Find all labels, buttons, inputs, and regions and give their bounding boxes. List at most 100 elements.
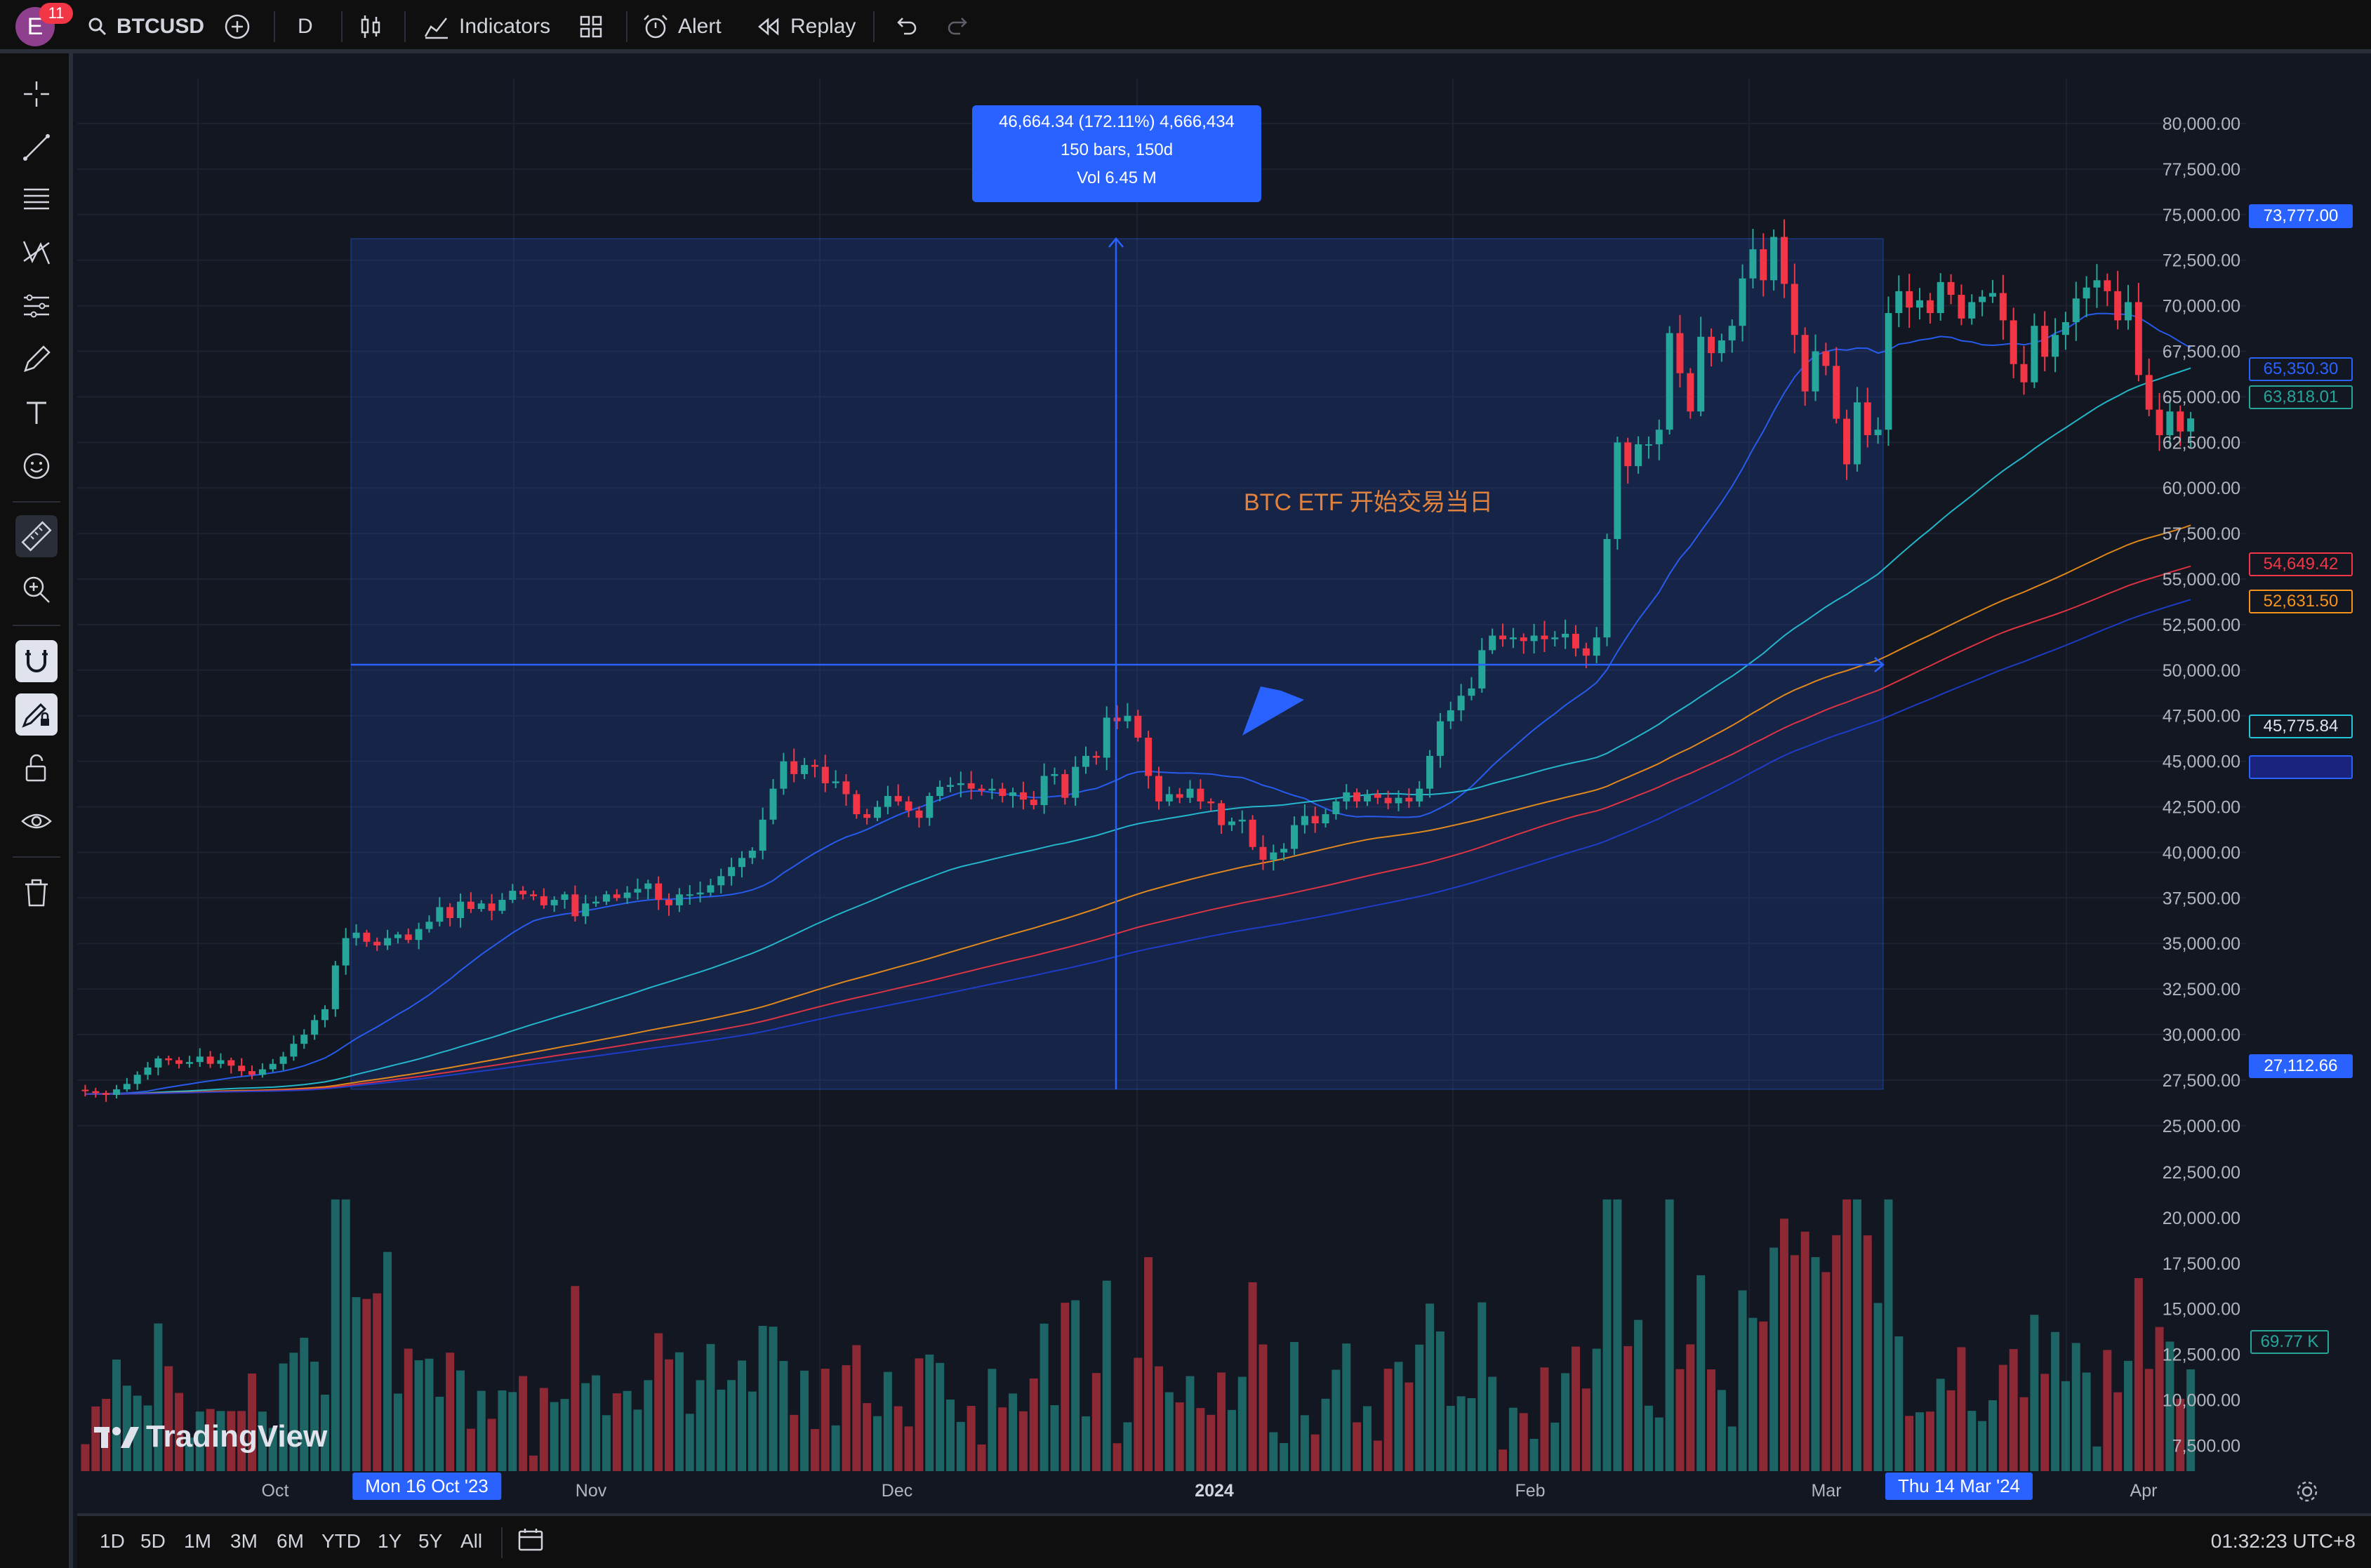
- candle-body: [415, 929, 423, 941]
- price-axis-label: 45,000.00: [2163, 752, 2240, 772]
- candle-body: [1218, 803, 1226, 825]
- candle-body: [1332, 801, 1340, 815]
- range-button-1d[interactable]: 1D: [100, 1530, 125, 1552]
- range-button-5d[interactable]: 5D: [140, 1530, 166, 1552]
- measure-tool[interactable]: [15, 515, 58, 557]
- hide-drawings-tool[interactable]: [15, 800, 58, 842]
- crosshair-tool[interactable]: [15, 73, 58, 115]
- volume-bar: [821, 1369, 830, 1491]
- volume-bar: [1029, 1378, 1038, 1491]
- pattern-icon: [22, 241, 51, 265]
- price-tag: 27,112.66: [2249, 1054, 2353, 1079]
- emoji-tool[interactable]: [15, 445, 58, 487]
- volume-bar: [310, 1362, 319, 1491]
- volume-bar: [779, 1361, 788, 1491]
- chart-grid: [77, 79, 2246, 1492]
- layout-button[interactable]: [577, 0, 605, 53]
- trend-line-tool[interactable]: [15, 126, 58, 168]
- tradingview-logo-icon: [94, 1427, 139, 1448]
- alert-button[interactable]: Alert: [642, 0, 722, 53]
- volume-bar: [1144, 1257, 1153, 1491]
- remove-drawings-tool[interactable]: [15, 872, 58, 914]
- zoom-in-icon: [23, 576, 50, 603]
- price-axis-label: 52,500.00: [2163, 616, 2240, 635]
- range-button-6m[interactable]: 6M: [277, 1530, 304, 1552]
- candle-body: [1436, 721, 1444, 756]
- volume-bar: [373, 1293, 382, 1491]
- candle-body: [1926, 300, 1934, 314]
- candle-body: [957, 783, 964, 785]
- range-button-5y[interactable]: 5Y: [418, 1530, 443, 1552]
- candle-body: [2093, 280, 2101, 288]
- volume-bar: [592, 1375, 601, 1491]
- undo-button[interactable]: [891, 0, 919, 53]
- range-button-all[interactable]: All: [460, 1530, 483, 1552]
- price-tag: 63,818.01: [2249, 385, 2353, 410]
- candle-body: [1864, 402, 1871, 435]
- interval-button[interactable]: D: [298, 0, 313, 53]
- candle-body: [759, 819, 766, 851]
- volume-axis-label: 10,000.00: [2163, 1391, 2240, 1411]
- volume-bar: [216, 1411, 225, 1491]
- etf-annotation-text[interactable]: BTC ETF 开始交易当日: [1244, 489, 1494, 516]
- candle-body: [1885, 313, 1892, 430]
- redo-button[interactable]: [945, 0, 973, 53]
- compare-button[interactable]: [223, 0, 251, 53]
- undo-icon: [897, 18, 917, 35]
- volume-bar: [1446, 1406, 1455, 1491]
- candle-body: [738, 858, 745, 868]
- candle-body: [1843, 418, 1851, 465]
- candle-body: [477, 903, 485, 910]
- chart-settings-button[interactable]: [2295, 1480, 2319, 1507]
- symbol-search[interactable]: BTCUSD: [87, 0, 204, 53]
- volume-bar: [1508, 1407, 1517, 1491]
- volume-bar: [800, 1370, 809, 1491]
- time-axis[interactable]: Oct Mon 16 Oct '23 Nov Dec 2024 Feb Mar Thu 14 …: [77, 1471, 2246, 1513]
- stay-in-drawing-mode[interactable]: [15, 693, 58, 736]
- candle-body: [874, 806, 882, 818]
- candle-body: [1426, 755, 1434, 789]
- replay-button[interactable]: Replay: [754, 0, 856, 53]
- range-button-ytd[interactable]: YTD: [321, 1530, 361, 1552]
- volume-bar: [1258, 1344, 1268, 1491]
- volume-bar: [915, 1358, 924, 1491]
- candle-body: [1165, 794, 1173, 802]
- range-button-1m[interactable]: 1M: [184, 1530, 211, 1552]
- candle-body: [696, 892, 704, 895]
- volume-bar: [258, 1411, 267, 1491]
- volume-bar: [1018, 1411, 1028, 1491]
- candle-body: [2166, 411, 2174, 435]
- range-button-1y[interactable]: 1Y: [378, 1530, 402, 1552]
- candle-body: [1509, 637, 1517, 639]
- drawing-toolbar: [0, 53, 73, 1568]
- magnet-tool[interactable]: [15, 640, 58, 682]
- price-axis: 80,000.00 77,500.00 75,000.00 72,500.00 70,0…: [2163, 114, 2240, 1136]
- date-range-button[interactable]: [517, 1526, 545, 1557]
- price-axis-label: 62,500.00: [2163, 433, 2240, 453]
- price-axis-label: 65,000.00: [2163, 387, 2240, 407]
- prediction-tool[interactable]: [15, 285, 58, 327]
- volume-bar: [2134, 1277, 2143, 1491]
- volume-bar: [665, 1359, 674, 1491]
- clock[interactable]: 01:32:23 UTC+8: [2210, 1530, 2356, 1552]
- volume-bar: [1394, 1362, 1403, 1491]
- candle-body: [1145, 737, 1153, 776]
- price-chart[interactable]: 80,000.00 77,500.00 75,000.00 72,500.00 70,0…: [77, 58, 2246, 1513]
- candle-body: [1395, 797, 1402, 804]
- pattern-tool[interactable]: [15, 232, 58, 274]
- candle-body: [227, 1060, 235, 1066]
- range-button-3m[interactable]: 3M: [230, 1530, 258, 1552]
- lock-drawings-tool[interactable]: [15, 747, 58, 789]
- volume-bar: [1050, 1405, 1059, 1491]
- brush-tool[interactable]: [15, 338, 58, 380]
- pen-icon: [24, 345, 51, 372]
- candle-body: [1676, 333, 1684, 373]
- candle-body: [1478, 650, 1486, 689]
- candle-body: [946, 785, 954, 788]
- volume-axis-label: 12,500.00: [2163, 1346, 2240, 1365]
- zoom-tool[interactable]: [15, 569, 58, 611]
- text-tool[interactable]: [15, 392, 58, 434]
- chart-type-button[interactable]: [357, 0, 385, 53]
- indicators-button[interactable]: Indicators: [423, 0, 550, 53]
- fib-tool[interactable]: [15, 178, 58, 220]
